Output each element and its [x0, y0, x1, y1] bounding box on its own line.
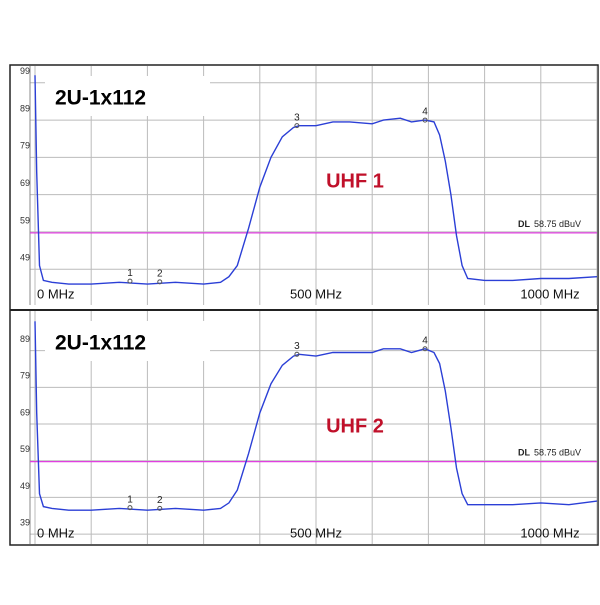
marker-label: 2: [157, 269, 163, 280]
marker: [294, 351, 300, 357]
title-box: [45, 321, 210, 361]
y-tick-label: 79: [20, 371, 30, 381]
marker: [157, 279, 163, 285]
marker-label: 3: [294, 112, 300, 123]
dl-label: DL 58.75 dBuV: [518, 219, 581, 229]
y-tick-label: 39: [20, 517, 30, 527]
marker: [127, 278, 133, 284]
marker-label: 4: [422, 335, 428, 346]
y-tick-label: 49: [20, 253, 30, 263]
x-tick-label: 500 MHz: [290, 286, 342, 301]
dl-label: DL 58.75 dBuV: [518, 448, 581, 458]
chart-title: 2U-1x112: [55, 87, 146, 110]
y-tick-label: 59: [20, 444, 30, 454]
marker: [127, 505, 133, 511]
marker: [422, 117, 428, 123]
marker: [157, 505, 163, 511]
title-box: [45, 76, 210, 116]
band-label: UHF 1: [326, 170, 384, 192]
dl-value: 58.75 dBuV: [534, 448, 581, 458]
dl-name: DL: [518, 448, 530, 458]
spectrum-line: [34, 75, 598, 285]
y-tick-label: 69: [20, 178, 30, 188]
y-tick-label: 59: [20, 215, 30, 225]
x-tick-label: 1000 MHz: [520, 525, 579, 540]
x-tick-label: 0 MHz: [37, 286, 75, 301]
marker-label: 2: [157, 495, 163, 506]
frame: [9, 64, 599, 546]
marker-label: 4: [422, 107, 428, 118]
y-tick-label: 99: [20, 66, 30, 76]
dl-name: DL: [518, 219, 530, 229]
x-tick-label: 1000 MHz: [520, 286, 579, 301]
y-tick-label: 49: [20, 481, 30, 491]
marker-label: 3: [294, 341, 300, 352]
spectrum-line: [34, 321, 598, 511]
y-tick-label: 79: [20, 141, 30, 151]
x-tick-label: 0 MHz: [37, 525, 75, 540]
chart-title: 2U-1x112: [55, 332, 146, 355]
marker-label: 1: [127, 494, 133, 505]
marker: [294, 123, 300, 129]
y-tick-label: 69: [20, 407, 30, 417]
marker-label: 1: [127, 268, 133, 279]
marker: [422, 346, 428, 352]
band-label: UHF 2: [326, 415, 384, 437]
y-tick-label: 89: [20, 103, 30, 113]
y-tick-label: 89: [20, 334, 30, 344]
x-tick-label: 500 MHz: [290, 525, 342, 540]
dl-value: 58.75 dBuV: [534, 219, 581, 229]
